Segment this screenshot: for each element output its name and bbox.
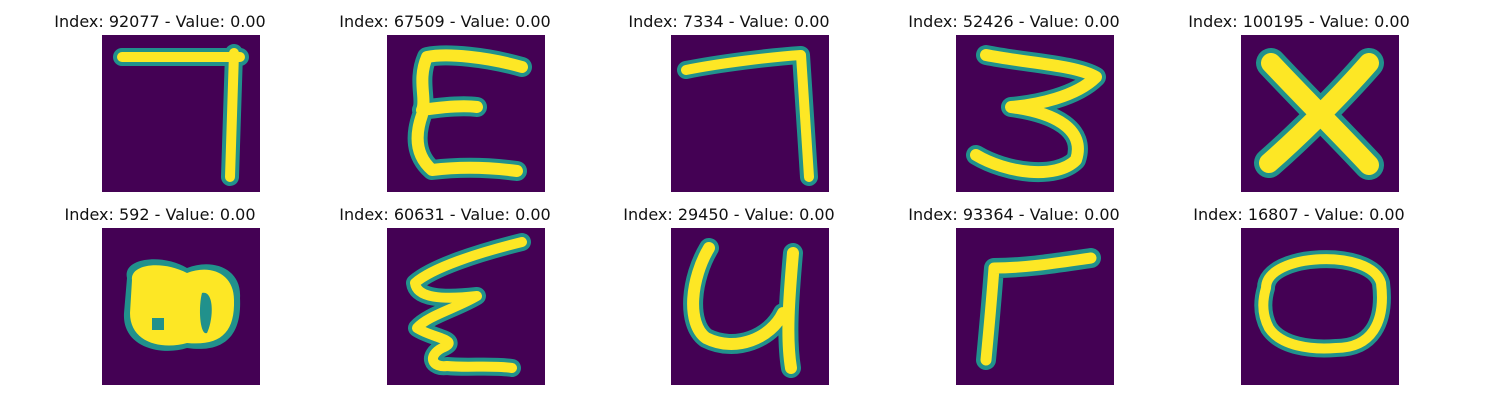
panel-8: Index: 29450 - Value: 0.00	[609, 193, 849, 385]
panel-title: Index: 92077 - Value: 0.00	[54, 12, 266, 31]
digit-image	[671, 228, 829, 385]
panel-5: Index: 100195 - Value: 0.00	[1179, 0, 1419, 192]
digit-image	[1241, 35, 1399, 192]
panel-title: Index: 592 - Value: 0.00	[64, 205, 256, 224]
panel-10: Index: 16807 - Value: 0.00	[1179, 193, 1419, 385]
panel-title: Index: 7334 - Value: 0.00	[628, 12, 830, 31]
panel-7: Index: 60631 - Value: 0.00	[325, 193, 565, 385]
panel-title: Index: 29450 - Value: 0.00	[623, 205, 835, 224]
digit-image	[956, 35, 1114, 192]
panel-3: Index: 7334 - Value: 0.00	[609, 0, 849, 192]
digit-image	[102, 35, 260, 192]
panel-title: Index: 67509 - Value: 0.00	[339, 12, 551, 31]
digit-image	[102, 228, 260, 385]
panel-title: Index: 52426 - Value: 0.00	[908, 12, 1120, 31]
panel-title: Index: 100195 - Value: 0.00	[1188, 12, 1410, 31]
panel-title: Index: 16807 - Value: 0.00	[1193, 205, 1405, 224]
panel-2: Index: 67509 - Value: 0.00	[325, 0, 565, 192]
digit-image	[956, 228, 1114, 385]
panel-6: Index: 592 - Value: 0.00	[40, 193, 280, 385]
panel-title: Index: 60631 - Value: 0.00	[339, 205, 551, 224]
digit-image	[671, 35, 829, 192]
panel-9: Index: 93364 - Value: 0.00	[894, 193, 1134, 385]
panel-title: Index: 93364 - Value: 0.00	[908, 205, 1120, 224]
digit-image	[387, 228, 545, 385]
panel-4: Index: 52426 - Value: 0.00	[894, 0, 1134, 192]
digit-image	[387, 35, 545, 192]
panel-1: Index: 92077 - Value: 0.00	[40, 0, 280, 192]
digit-image	[1241, 228, 1399, 385]
